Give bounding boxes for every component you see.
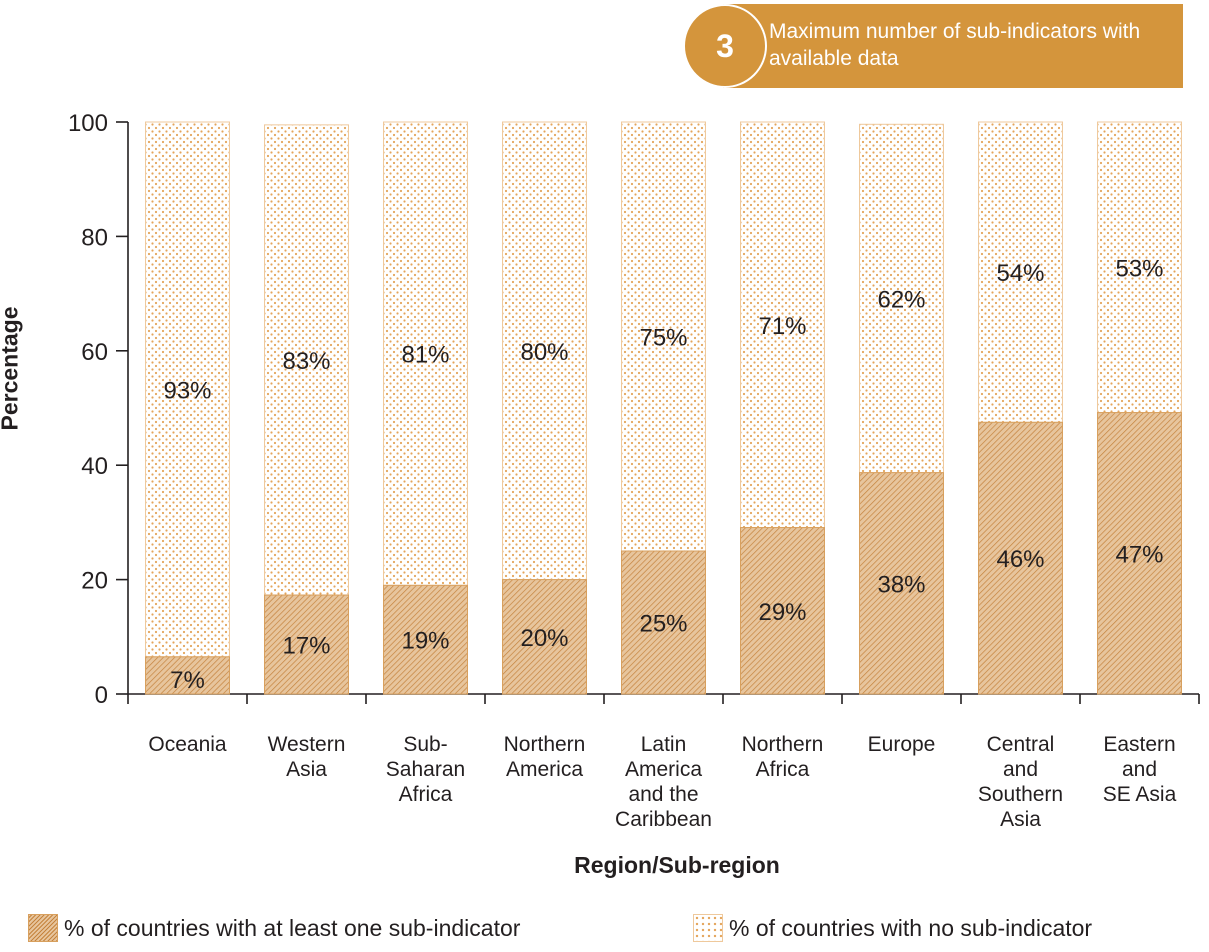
bar-no-sub-indicator bbox=[383, 121, 468, 586]
bar-label-at-least-one: 29% bbox=[758, 599, 806, 626]
x-tick-label: Central and Southern Asia bbox=[978, 733, 1063, 831]
legend-label-none: % of countries with no sub-indicator bbox=[729, 914, 1093, 941]
x-tick-label: Europe bbox=[868, 733, 936, 756]
bar-labels: 7% 93% 17% 83% 19% 81% 20% 80% 25% 75% 29% 71% 38% 62… bbox=[163, 255, 1163, 694]
bar-label-at-least-one: 17% bbox=[282, 633, 330, 660]
x-axis: Oceania Western Asia Sub-Saharan Africa North… bbox=[127, 693, 1200, 831]
bar-label-no-sub-indicator: 71% bbox=[758, 313, 806, 340]
bar-no-sub-indicator bbox=[978, 121, 1063, 423]
legend-swatch-dots bbox=[693, 914, 723, 942]
y-tick-label: 100 bbox=[68, 110, 108, 137]
bar-no-sub-indicator bbox=[621, 121, 706, 552]
legend-item-none: % of countries with no sub-indicator bbox=[693, 912, 1092, 944]
badge-bar bbox=[723, 4, 1183, 88]
bar-label-no-sub-indicator: 54% bbox=[996, 260, 1044, 287]
bar-label-at-least-one: 7% bbox=[170, 667, 205, 694]
bar-label-at-least-one: 47% bbox=[1115, 541, 1163, 568]
bar-label-at-least-one: 19% bbox=[401, 628, 449, 655]
bar-at-least-one bbox=[740, 527, 825, 695]
bar-at-least-one bbox=[1097, 412, 1182, 695]
bar-label-no-sub-indicator: 75% bbox=[639, 325, 687, 352]
x-tick-label: Eastern and SE Asia bbox=[1103, 733, 1177, 806]
bar-label-no-sub-indicator: 80% bbox=[520, 339, 568, 366]
info-badge: 3 Maximum number of sub-indicators with … bbox=[683, 4, 1183, 88]
y-tick-label: 40 bbox=[81, 453, 108, 480]
y-axis-title: Percentage bbox=[0, 306, 23, 431]
y-tick-label: 20 bbox=[81, 568, 108, 595]
bar-at-least-one bbox=[264, 594, 349, 695]
legend: % of countries with at least one sub-ind… bbox=[0, 908, 1209, 948]
bar-no-sub-indicator bbox=[740, 121, 825, 529]
badge-number: 3 bbox=[683, 4, 767, 88]
bar-label-no-sub-indicator: 93% bbox=[163, 377, 211, 404]
bars bbox=[145, 121, 1182, 695]
x-tick-label: Sub-Saharan Africa bbox=[386, 733, 465, 806]
bar-at-least-one bbox=[621, 550, 706, 695]
y-axis: 0 20 40 60 80 100 bbox=[68, 110, 129, 709]
legend-item-at-least-one: % of countries with at least one sub-ind… bbox=[28, 912, 520, 944]
bar-no-sub-indicator bbox=[1097, 121, 1182, 414]
x-tick-label: Latin America and the Caribbean bbox=[615, 733, 712, 831]
y-tick-label: 60 bbox=[81, 339, 108, 366]
badge-text: Maximum number of sub-indicators with av… bbox=[769, 20, 1141, 70]
bar-label-at-least-one: 20% bbox=[520, 625, 568, 652]
bar-at-least-one bbox=[145, 656, 230, 695]
y-tick-label: 0 bbox=[95, 682, 108, 709]
bar-label-at-least-one: 25% bbox=[639, 611, 687, 638]
x-tick-label: Northern Africa bbox=[742, 733, 824, 781]
legend-swatch-hatch bbox=[28, 914, 58, 942]
bar-at-least-one bbox=[859, 472, 944, 695]
bar-label-at-least-one: 38% bbox=[877, 571, 925, 598]
x-tick-label: Western Asia bbox=[268, 733, 346, 781]
bar-label-no-sub-indicator: 81% bbox=[401, 342, 449, 369]
bar-at-least-one bbox=[502, 579, 587, 695]
bar-label-no-sub-indicator: 83% bbox=[282, 348, 330, 375]
bar-no-sub-indicator bbox=[145, 121, 230, 658]
bar-no-sub-indicator bbox=[859, 123, 944, 474]
x-tick-label: Northern America bbox=[504, 733, 586, 781]
bar-label-no-sub-indicator: 53% bbox=[1115, 255, 1163, 282]
x-axis-title: Region/Sub-region bbox=[574, 852, 780, 878]
bar-at-least-one bbox=[978, 421, 1063, 695]
bar-no-sub-indicator bbox=[502, 121, 587, 581]
x-tick-label: Oceania bbox=[148, 733, 227, 756]
bar-label-at-least-one: 46% bbox=[996, 546, 1044, 573]
bar-no-sub-indicator bbox=[264, 124, 349, 596]
bar-label-no-sub-indicator: 62% bbox=[877, 286, 925, 313]
legend-label-at-least-one: % of countries with at least one sub-ind… bbox=[64, 914, 521, 941]
bar-at-least-one bbox=[383, 584, 468, 695]
y-tick-label: 80 bbox=[81, 224, 108, 251]
